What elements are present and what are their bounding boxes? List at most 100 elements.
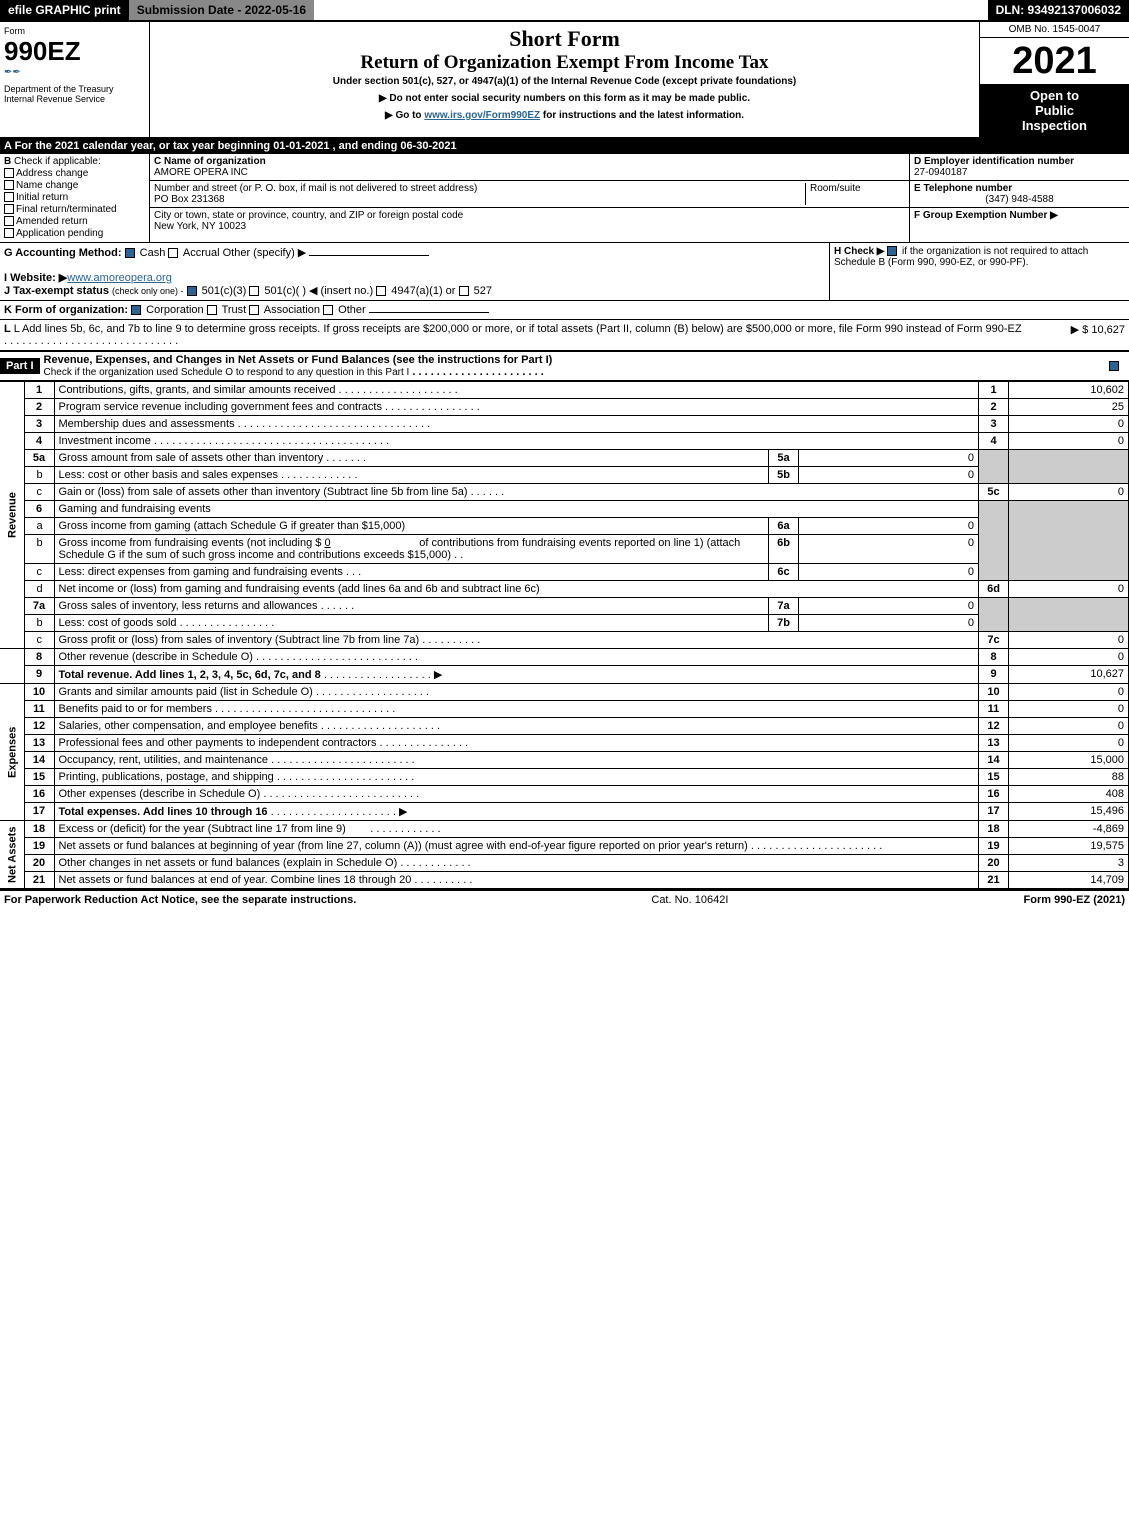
note2-pre: ▶ Go to	[385, 110, 424, 121]
line-20-desc: Other changes in net assets or fund bala…	[59, 857, 398, 869]
c-name-label: C Name of organization	[154, 156, 266, 167]
line-5c-desc: Gain or (loss) from sale of assets other…	[59, 486, 468, 498]
line-13-amt: 0	[1009, 735, 1129, 752]
line-1-col: 1	[979, 382, 1009, 399]
j-4947: 4947(a)(1) or	[391, 285, 455, 297]
check-amended-return[interactable]: Amended return	[4, 216, 145, 227]
line-5c-num: c	[24, 484, 54, 501]
part-1-header-row: Part I Revenue, Expenses, and Changes in…	[0, 351, 1129, 381]
website-link[interactable]: www.amoreopera.org	[67, 272, 172, 284]
efile-print-label[interactable]: efile GRAPHIC print	[0, 0, 129, 20]
line-17-col: 17	[979, 803, 1009, 821]
line-4-desc: Investment income	[59, 435, 151, 447]
j-501c: 501(c)( ) ◀ (insert no.)	[264, 285, 373, 297]
check-application-pending[interactable]: Application pending	[4, 228, 145, 239]
line-6-graycol	[979, 501, 1009, 581]
line-5c-amt: 0	[1009, 484, 1129, 501]
tax-year: 2021	[980, 38, 1129, 84]
footer-left: For Paperwork Reduction Act Notice, see …	[4, 894, 356, 906]
check-527[interactable]	[459, 286, 469, 296]
line-8-desc: Other revenue (describe in Schedule O)	[59, 651, 253, 663]
line-3-amt: 0	[1009, 416, 1129, 433]
line-1-num: 1	[24, 382, 54, 399]
line-10-desc: Grants and similar amounts paid (list in…	[59, 686, 313, 698]
line-7a-desc: Gross sales of inventory, less returns a…	[59, 600, 318, 612]
line-21-num: 21	[24, 872, 54, 889]
line-7c-desc: Gross profit or (loss) from sales of inv…	[59, 634, 420, 646]
dln-label: DLN: 93492137006032	[988, 0, 1129, 20]
line-5-graycol	[979, 450, 1009, 484]
line-5b-desc: Less: cost or other basis and sales expe…	[59, 469, 279, 481]
check-other-org[interactable]	[323, 305, 333, 315]
main-info-grid: B Check if applicable: Address change Na…	[0, 154, 1129, 243]
line-7b-subamt: 0	[799, 615, 979, 632]
g-accrual: Accrual	[183, 247, 220, 259]
line-7a-subcol: 7a	[769, 598, 799, 615]
check-final-return[interactable]: Final return/terminated	[4, 204, 145, 215]
check-501c[interactable]	[249, 286, 259, 296]
section-gh: G Accounting Method: Cash Accrual Other …	[0, 243, 1129, 301]
line-15-col: 15	[979, 769, 1009, 786]
line-21-amt: 14,709	[1009, 872, 1129, 889]
line-7-grayamt	[1009, 598, 1129, 632]
h-label: H Check ▶	[834, 246, 884, 257]
line-1-desc: Contributions, gifts, grants, and simila…	[59, 384, 336, 396]
check-501c3[interactable]	[187, 286, 197, 296]
line-6d-amt: 0	[1009, 581, 1129, 598]
check-initial-return[interactable]: Initial return	[4, 192, 145, 203]
g-cash: Cash	[140, 247, 166, 259]
org-city: New York, NY 10023	[154, 221, 246, 232]
line-1-amt: 10,602	[1009, 382, 1129, 399]
g-label: G Accounting Method:	[4, 247, 122, 259]
line-13-col: 13	[979, 735, 1009, 752]
check-cash[interactable]	[125, 248, 135, 258]
line-16-amt: 408	[1009, 786, 1129, 803]
ein-value: 27-0940187	[914, 167, 967, 178]
section-a-taxyear: A For the 2021 calendar year, or tax yea…	[0, 138, 1129, 154]
line-5b-subcol: 5b	[769, 467, 799, 484]
line-2-desc: Program service revenue including govern…	[59, 401, 382, 413]
line-12-amt: 0	[1009, 718, 1129, 735]
check-association[interactable]	[249, 305, 259, 315]
check-schedule-b[interactable]	[887, 246, 897, 256]
section-l: L L Add lines 5b, 6c, and 7b to line 9 t…	[0, 320, 1129, 351]
check-address-change[interactable]: Address change	[4, 168, 145, 179]
form-title-1: Short Form	[154, 26, 975, 52]
check-corporation[interactable]	[131, 305, 141, 315]
k-corp: Corporation	[146, 304, 203, 316]
line-15-num: 15	[24, 769, 54, 786]
check-name-change[interactable]: Name change	[4, 180, 145, 191]
line-14-col: 14	[979, 752, 1009, 769]
part-1-checkbox[interactable]	[1109, 360, 1129, 372]
section-c: C Name of organization AMORE OPERA INC N…	[150, 154, 909, 242]
check-4947[interactable]	[376, 286, 386, 296]
line-14-amt: 15,000	[1009, 752, 1129, 769]
line-8-num: 8	[24, 649, 54, 666]
irs-link[interactable]: www.irs.gov/Form990EZ	[424, 110, 540, 121]
line-5b-subamt: 0	[799, 467, 979, 484]
line-4-num: 4	[24, 433, 54, 450]
line-2-col: 2	[979, 399, 1009, 416]
line-3-desc: Membership dues and assessments	[59, 418, 235, 430]
check-trust[interactable]	[207, 305, 217, 315]
line-4-amt: 0	[1009, 433, 1129, 450]
form-note-2: ▶ Go to www.irs.gov/Form990EZ for instru…	[154, 110, 975, 121]
room-suite-label: Room/suite	[810, 183, 861, 194]
line-7-graycol	[979, 598, 1009, 632]
line-18-amt: -4,869	[1009, 821, 1129, 838]
form-subtitle: Under section 501(c), 527, or 4947(a)(1)…	[154, 76, 975, 87]
inspect-2: Public	[984, 103, 1125, 118]
line-8-col: 8	[979, 649, 1009, 666]
line-20-amt: 3	[1009, 855, 1129, 872]
line-6-num: 6	[24, 501, 54, 518]
header-right: OMB No. 1545-0047 2021 Open to Public In…	[979, 22, 1129, 137]
j-527: 527	[474, 285, 492, 297]
check-accrual[interactable]	[168, 248, 178, 258]
line-3-col: 3	[979, 416, 1009, 433]
c-street-label: Number and street (or P. O. box, if mail…	[154, 183, 477, 194]
line-9-col: 9	[979, 666, 1009, 684]
line-10-amt: 0	[1009, 684, 1129, 701]
j-label: J Tax-exempt status	[4, 285, 109, 297]
line-21-col: 21	[979, 872, 1009, 889]
submission-date: Submission Date - 2022-05-16	[129, 0, 314, 20]
